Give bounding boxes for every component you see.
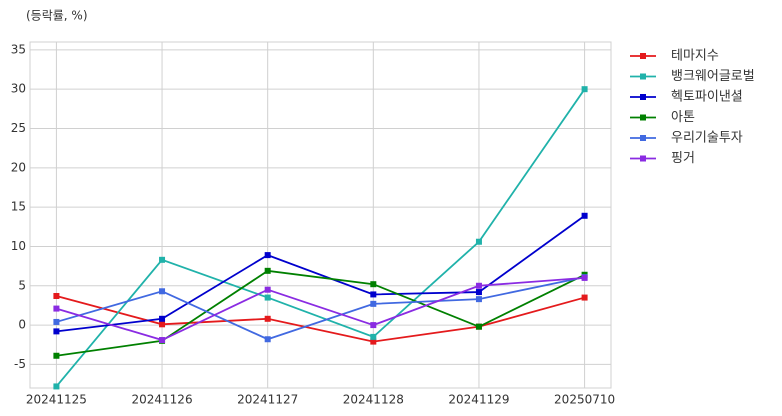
y-tick-label: 20	[11, 160, 26, 174]
line	[56, 295, 585, 343]
line	[56, 277, 585, 341]
point	[264, 267, 271, 274]
y-tick-label: 30	[11, 82, 26, 96]
y-tick-label: -5	[14, 357, 26, 371]
plot-area	[29, 41, 612, 389]
point	[159, 288, 166, 295]
y-tick-label: 10	[11, 239, 26, 253]
point	[581, 212, 588, 219]
legend-marker	[640, 94, 646, 100]
point	[370, 338, 377, 345]
legend-label: 테마지수	[671, 49, 719, 64]
legend-label: 핑거	[671, 151, 695, 166]
x-tick-label: 20241126	[132, 393, 193, 407]
legend-label: 아톤	[671, 110, 695, 125]
legend-marker	[640, 114, 646, 121]
point	[264, 252, 271, 259]
point	[53, 305, 60, 312]
point	[264, 286, 271, 293]
legend-label: 뱅크웨어글로벌	[671, 69, 755, 84]
y-tick-label: 25	[11, 121, 26, 135]
x-tick-label: 20241125	[26, 393, 87, 407]
point	[475, 296, 482, 303]
point	[581, 86, 588, 93]
point	[159, 321, 166, 328]
legend-marker	[640, 53, 646, 59]
legend-marker	[640, 155, 646, 162]
point	[159, 256, 166, 263]
point	[475, 238, 482, 245]
point	[53, 328, 60, 335]
point	[581, 294, 588, 301]
point	[264, 294, 271, 301]
line	[55, 88, 586, 388]
line	[56, 215, 586, 333]
point	[581, 274, 588, 281]
point	[53, 352, 60, 359]
y-tick-label: 15	[11, 200, 26, 214]
point	[370, 300, 377, 307]
y-axis-label: (등락률, %)	[26, 9, 88, 23]
legend-marker	[640, 135, 646, 141]
y-tick-label: 0	[18, 318, 26, 332]
point	[264, 336, 271, 343]
point	[370, 291, 377, 298]
legend-label: 헥토파이낸셜	[671, 90, 743, 105]
line	[56, 276, 585, 341]
point	[159, 337, 166, 344]
x-tick-label: 20250710	[554, 393, 615, 407]
point	[53, 318, 60, 325]
point	[264, 315, 271, 322]
legend-marker	[640, 73, 646, 80]
legend-label: 우리기술투자	[671, 131, 743, 146]
point	[475, 323, 482, 330]
y-tick-label: 5	[18, 278, 26, 292]
y-tick-label: 35	[11, 42, 26, 56]
point	[159, 315, 166, 322]
point	[475, 282, 482, 289]
x-tick-label: 20241129	[448, 393, 509, 407]
x-tick-label: 20241128	[343, 393, 404, 407]
point	[370, 322, 377, 329]
line	[56, 269, 585, 357]
point	[53, 383, 60, 390]
point	[53, 292, 60, 299]
point	[370, 333, 377, 340]
point	[475, 289, 482, 296]
point	[370, 281, 377, 288]
x-tick-label: 20241127	[237, 393, 298, 407]
